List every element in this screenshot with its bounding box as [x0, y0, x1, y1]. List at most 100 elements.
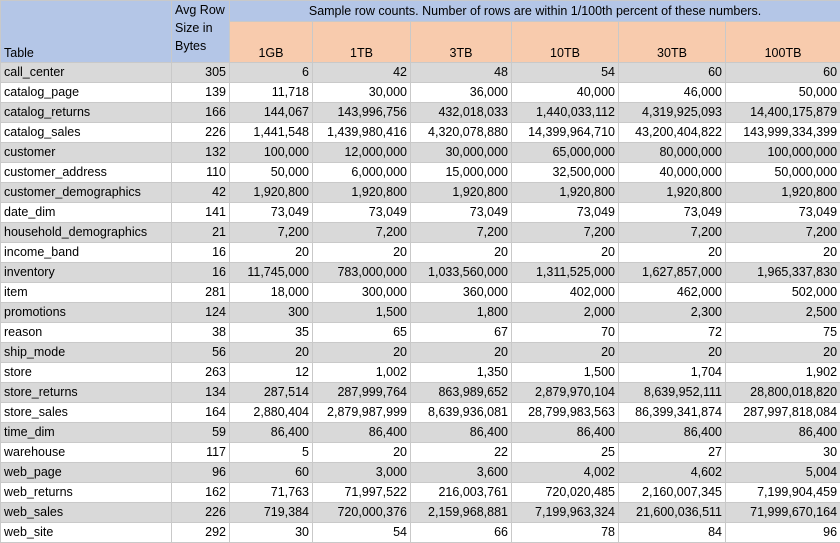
avg-row-size-cell: 134 [171, 382, 230, 403]
table-name-cell: item [0, 282, 172, 303]
row-count-cell: 1,920,800 [724, 182, 840, 203]
row-count-cell: 1,311,525,000 [511, 262, 619, 283]
row-count-cell: 2,880,404 [229, 402, 313, 423]
row-count-cell: 1,440,033,112 [511, 102, 619, 123]
table-name-cell: catalog_page [0, 82, 172, 103]
row-count-cell: 8,639,952,111 [618, 382, 726, 403]
row-count-cell: 15,000,000 [410, 162, 512, 183]
table-row: web_site 292 30 54 66 78 84 96 [0, 522, 840, 543]
table-row: ship_mode 56 20 20 20 20 20 20 [0, 342, 840, 363]
row-count-cell: 2,879,970,104 [511, 382, 619, 403]
table-row: inventory 16 11,745,000 783,000,000 1,033,56… [0, 262, 840, 283]
row-count-cell: 20 [229, 342, 313, 363]
table-name-cell: time_dim [0, 422, 172, 443]
row-count-cell: 73,049 [724, 202, 840, 223]
row-count-cell: 86,400 [724, 422, 840, 443]
table-name-cell: catalog_sales [0, 122, 172, 143]
row-count-cell: 1,920,800 [229, 182, 313, 203]
row-count-cell: 28,799,983,563 [511, 402, 619, 423]
row-count-cell: 360,000 [410, 282, 512, 303]
row-count-cell: 7,200 [511, 222, 619, 243]
row-count-cell: 54 [312, 522, 411, 543]
avg-row-size-cell: 164 [171, 402, 230, 423]
row-count-cell: 20 [724, 342, 840, 363]
table-row: warehouse 117 5 20 22 25 27 30 [0, 442, 840, 463]
row-count-cell: 25 [511, 442, 619, 463]
table-row: time_dim 59 86,400 86,400 86,400 86,400 86,400… [0, 422, 840, 443]
row-count-cell: 73,049 [410, 202, 512, 223]
table-row: date_dim 141 73,049 73,049 73,049 73,049 73,04… [0, 202, 840, 223]
row-count-cell: 6 [229, 62, 313, 83]
row-count-cell: 20 [312, 242, 411, 263]
table-name-cell: web_returns [0, 482, 172, 503]
row-count-cell: 143,996,756 [312, 102, 411, 123]
table-row: reason 38 35 65 67 70 72 75 [0, 322, 840, 343]
row-count-cell: 1,920,800 [618, 182, 726, 203]
table-row: catalog_returns 166 144,067 143,996,756 432,… [0, 102, 840, 123]
table-row: customer_demographics 42 1,920,800 1,920,80… [0, 182, 840, 203]
row-count-cell: 71,999,670,164 [724, 502, 840, 523]
table-row: web_returns 162 71,763 71,997,522 216,003,76… [0, 482, 840, 503]
row-count-cell: 1,704 [618, 362, 726, 383]
table-name-cell: customer [0, 142, 172, 163]
row-count-cell: 20 [618, 342, 726, 363]
row-count-cell: 27 [618, 442, 726, 463]
row-count-cell: 32,500,000 [511, 162, 619, 183]
row-count-cell: 2,879,987,999 [312, 402, 411, 423]
row-count-cell: 300 [229, 302, 313, 323]
row-count-cell: 4,002 [511, 462, 619, 483]
avg-row-size-cell: 141 [171, 202, 230, 223]
row-count-cell: 86,400 [618, 422, 726, 443]
row-count-cell: 4,602 [618, 462, 726, 483]
header-scale-100tb: 100TB [724, 21, 840, 63]
row-count-cell: 863,989,652 [410, 382, 512, 403]
row-count-cell: 71,997,522 [312, 482, 411, 503]
row-count-cell: 72 [618, 322, 726, 343]
row-count-cell: 1,920,800 [312, 182, 411, 203]
table-row: catalog_page 139 11,718 30,000 36,000 40,000 4… [0, 82, 840, 103]
table-name-cell: warehouse [0, 442, 172, 463]
header-scale-10tb: 10TB [511, 21, 619, 63]
row-count-cell: 7,200 [410, 222, 512, 243]
header-avg-row-size: Avg Row Size in Bytes [171, 0, 230, 63]
row-count-cell: 20 [312, 342, 411, 363]
row-count-cell: 20 [410, 342, 512, 363]
row-count-cell: 720,020,485 [511, 482, 619, 503]
row-count-cell: 30,000 [312, 82, 411, 103]
table-name-cell: promotions [0, 302, 172, 323]
table-body: call_center 305 6 42 48 54 60 60 catalog_page 139… [0, 62, 840, 543]
table-name-cell: income_band [0, 242, 172, 263]
table-name-cell: household_demographics [0, 222, 172, 243]
avg-row-size-cell: 166 [171, 102, 230, 123]
row-count-cell: 100,000 [229, 142, 313, 163]
row-count-cell: 54 [511, 62, 619, 83]
avg-row-size-cell: 42 [171, 182, 230, 203]
row-count-cell: 65,000,000 [511, 142, 619, 163]
row-count-cell: 144,067 [229, 102, 313, 123]
row-count-cell: 65 [312, 322, 411, 343]
row-count-cell: 783,000,000 [312, 262, 411, 283]
row-count-cell: 2,160,007,345 [618, 482, 726, 503]
row-count-cell: 20 [229, 242, 313, 263]
row-count-cell: 2,500 [724, 302, 840, 323]
row-count-cell: 30 [724, 442, 840, 463]
avg-row-size-cell: 117 [171, 442, 230, 463]
row-count-cell: 1,350 [410, 362, 512, 383]
row-count-cell: 30,000,000 [410, 142, 512, 163]
row-count-cell: 84 [618, 522, 726, 543]
table-row: store_returns 134 287,514 287,999,764 863,98… [0, 382, 840, 403]
table-row: customer_address 110 50,000 6,000,000 15,000… [0, 162, 840, 183]
header-scale-1gb: 1GB [229, 21, 313, 63]
row-count-cell: 2,300 [618, 302, 726, 323]
avg-row-size-cell: 281 [171, 282, 230, 303]
row-count-cell: 1,500 [312, 302, 411, 323]
header-sample-caption: Sample row counts. Number of rows are wi… [228, 0, 840, 22]
row-count-cell: 20 [724, 242, 840, 263]
row-count-cell: 86,400 [229, 422, 313, 443]
header-scale-1tb: 1TB [312, 21, 411, 63]
avg-row-size-cell: 16 [171, 242, 230, 263]
row-count-cell: 1,920,800 [410, 182, 512, 203]
row-count-cell: 86,399,341,874 [618, 402, 726, 423]
row-count-cell: 287,997,818,084 [724, 402, 840, 423]
row-count-cell: 86,400 [511, 422, 619, 443]
